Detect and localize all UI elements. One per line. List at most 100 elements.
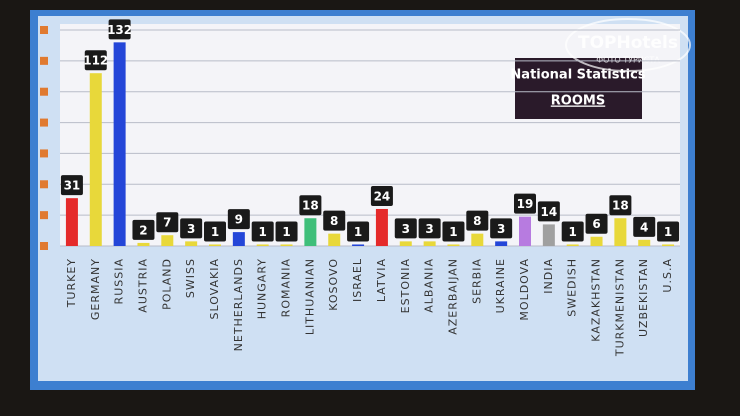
x-tick-label: U.S.A	[661, 258, 674, 293]
data-label-box	[132, 219, 155, 240]
bar	[352, 244, 365, 246]
data-label-box	[514, 193, 536, 214]
bar	[399, 241, 412, 246]
x-tick-label: SWISS	[184, 258, 197, 298]
x-tick-label: SLOVAKIA	[208, 258, 221, 320]
y-tick-mark	[40, 149, 48, 158]
watermark-title: TOPHotels	[578, 33, 678, 53]
data-label-box	[299, 195, 322, 216]
x-tick-label: NETHERLANDS	[232, 258, 245, 351]
data-label: 31	[64, 179, 81, 193]
data-label-box	[323, 210, 346, 231]
data-label: 1	[449, 225, 457, 239]
data-label-box	[204, 221, 226, 242]
x-tick-label: RUSSIA	[113, 258, 126, 304]
x-tick-label: TURKEY	[65, 258, 78, 308]
bar	[614, 218, 627, 246]
bar	[137, 242, 150, 246]
data-label: 14	[540, 205, 557, 219]
data-label-box	[537, 201, 560, 222]
data-label: 8	[330, 214, 338, 228]
data-label: 2	[139, 223, 147, 237]
x-tick-label: KAZAKHSTAN	[590, 258, 603, 342]
data-label-box	[84, 50, 107, 71]
watermark-subtitle: ФОТО ТУРИСТА	[596, 56, 660, 65]
data-label-box	[442, 221, 465, 242]
data-label: 3	[425, 222, 433, 236]
data-label: 3	[497, 222, 505, 236]
y-tick-mark	[40, 26, 48, 34]
data-label: 1	[664, 225, 672, 239]
x-tick-label: ALBANIA	[423, 258, 436, 313]
bar	[113, 42, 126, 246]
data-label-box	[108, 19, 131, 40]
x-tick-label: UZBEKISTAN	[637, 258, 650, 337]
x-tick-label: SERBIA	[470, 258, 483, 304]
bar	[375, 208, 388, 246]
x-tick-label: ISRAEL	[351, 258, 364, 302]
bar	[232, 232, 245, 246]
bar	[328, 233, 341, 246]
bar	[519, 216, 531, 246]
bar	[65, 198, 78, 246]
x-tick-label: KOSOVO	[327, 258, 340, 311]
y-tick-mark	[40, 211, 48, 220]
data-label: 1	[211, 225, 219, 239]
data-label-box	[275, 221, 298, 242]
x-tick-label: LATVIA	[375, 258, 388, 302]
title-box	[515, 58, 642, 119]
y-tick-mark	[40, 242, 48, 250]
bar	[495, 241, 508, 246]
x-tick-label: ROMANIA	[280, 258, 293, 317]
data-label-box	[156, 212, 179, 233]
bar	[590, 236, 603, 246]
data-label-box	[394, 218, 417, 239]
data-label: 7	[163, 216, 171, 230]
bar	[471, 233, 484, 246]
bar	[542, 224, 555, 246]
data-label-box	[609, 195, 632, 216]
data-label-box	[180, 218, 203, 239]
data-label: 112	[83, 54, 108, 68]
bar	[161, 235, 174, 246]
data-label: 1	[354, 225, 362, 239]
chart-subtitle: ROOMS	[551, 94, 605, 109]
bar	[304, 218, 317, 246]
data-label: 24	[374, 189, 391, 203]
data-label-box	[490, 218, 513, 239]
data-label-box	[60, 175, 83, 196]
x-tick-label: AZERBAIJAN	[446, 258, 459, 335]
data-label: 9	[235, 213, 243, 227]
plot-area	[60, 24, 680, 246]
data-label-box	[347, 221, 370, 242]
x-tick-label: ESTONIA	[399, 258, 412, 313]
x-tick-label: POLAND	[160, 258, 173, 310]
x-tick-label: TURKMENISTAN	[613, 258, 626, 357]
x-tick-label: INDIA	[542, 258, 555, 294]
bar	[89, 73, 102, 246]
chart-title: National Statistics	[510, 68, 645, 83]
data-label-box	[585, 213, 608, 234]
data-label: 132	[107, 23, 132, 37]
data-label: 19	[517, 197, 534, 211]
x-tick-label: AUSTRIA	[136, 258, 149, 313]
bar	[662, 244, 675, 246]
bar	[185, 241, 198, 246]
data-label: 4	[640, 220, 648, 234]
data-label: 1	[569, 225, 577, 239]
data-label-box	[657, 221, 680, 242]
data-label-box	[227, 209, 250, 230]
data-label: 1	[259, 225, 267, 239]
bar	[566, 244, 579, 246]
bar	[638, 239, 651, 246]
bar	[256, 244, 269, 246]
data-label-box	[633, 216, 656, 237]
bar	[280, 244, 293, 246]
x-tick-label: HUNGARY	[256, 258, 269, 319]
y-tick-mark	[40, 118, 48, 127]
data-label: 1	[282, 225, 290, 239]
x-tick-label: SWEDISH	[566, 258, 579, 317]
data-label: 8	[473, 214, 481, 228]
x-tick-label: GERMANY	[89, 258, 102, 320]
